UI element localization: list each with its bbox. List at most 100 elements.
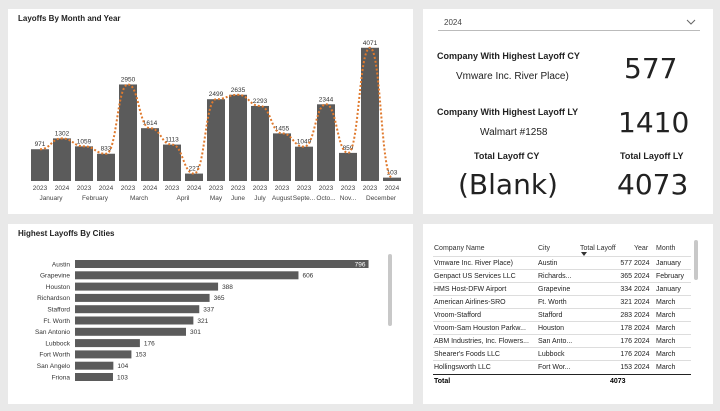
month-bar <box>141 128 159 181</box>
table-row[interactable]: ABM Industries, Inc. Flowers... San Anto.… <box>433 334 691 348</box>
table-cell: Lubbock <box>537 347 579 361</box>
total-ly-label: Total Layoff LY <box>620 151 684 161</box>
city-bar <box>75 260 369 268</box>
chevron-down-icon[interactable] <box>686 18 696 26</box>
col-company-name[interactable]: Company Name <box>434 244 485 252</box>
table-cell: Vroom-Sam Houston Parkw... <box>433 321 537 335</box>
month-tick-label: March <box>130 195 148 202</box>
col-total-layoff[interactable]: Total Layoff <box>579 240 633 257</box>
data-label: 1113 <box>165 137 179 144</box>
data-label: 153 <box>135 352 146 359</box>
month-bar <box>97 153 115 181</box>
city-bar <box>75 327 186 336</box>
table-cell: 365 <box>579 269 633 283</box>
city-tick-label: Lubbock <box>45 340 70 347</box>
table-cell: March <box>655 308 691 322</box>
table-cell: Hollingsworth LLC <box>433 360 537 373</box>
table-cell: 2024 <box>633 347 655 361</box>
data-label: 2344 <box>319 96 334 103</box>
year-tick-label: 2023 <box>231 185 246 192</box>
table-cell: 153 <box>579 360 633 373</box>
month-tick-label: Nov... <box>340 195 357 202</box>
data-label: 1614 <box>143 120 158 127</box>
table-row[interactable]: HMS Host-DFW Airport Grapevine 334 2024 Janu… <box>433 282 691 296</box>
data-label: 606 <box>302 273 313 280</box>
month-tick-label: July <box>254 195 266 202</box>
month-bar <box>339 152 357 181</box>
table-total-value: 4073 <box>610 378 626 385</box>
month-tick-label: January <box>39 195 63 202</box>
ly-company-label: Company With Highest Layoff LY <box>437 107 579 117</box>
year-tick-label: 2023 <box>77 185 92 192</box>
city-bar <box>75 282 219 291</box>
month-tick-label: Septe... <box>293 195 316 202</box>
table-row[interactable]: Vmware Inc. River Place) Austin 577 2024 Jan… <box>433 256 691 270</box>
data-label: 2499 <box>209 91 224 98</box>
ly-company-value: 1410 <box>618 106 690 139</box>
table-row[interactable]: Vroom-Stafford Stafford 283 2024 March <box>433 308 691 322</box>
month-tick-label: May <box>210 195 223 202</box>
city-tick-label: San Angelo <box>37 363 71 370</box>
table-row[interactable]: Shearer's Foods LLC Lubbock 176 2024 March <box>433 347 691 361</box>
data-label: 1059 <box>77 138 92 145</box>
table-cell: Fort Wor... <box>537 360 579 373</box>
table-row[interactable]: Genpact US Services LLC Richards... 365 202… <box>433 269 691 283</box>
table-cell: American Airlines-SRO <box>433 295 537 309</box>
city-bar <box>75 293 210 302</box>
cy-company-value: 577 <box>624 52 678 85</box>
year-tick-label: 2024 <box>385 185 400 192</box>
year-filter-value: 2024 <box>444 18 462 27</box>
table-cell: March <box>655 295 691 309</box>
year-tick-label: 2024 <box>99 185 114 192</box>
month-chart-panel: Layoffs By Month and Year 971 2023 1302 202… <box>8 9 413 214</box>
month-tick-label: June <box>231 195 245 202</box>
trend-line <box>39 46 393 179</box>
city-tick-label: Austin <box>52 261 70 268</box>
data-label: 2635 <box>231 87 246 94</box>
table-scrollbar[interactable] <box>694 240 698 280</box>
year-tick-label: 2023 <box>209 185 224 192</box>
city-bar <box>75 339 140 348</box>
year-tick-label: 2024 <box>143 185 158 192</box>
table-header-row: Company Name City Total Layoff Year Mont… <box>433 240 691 257</box>
city-tick-label: Houston <box>46 284 71 291</box>
col-city[interactable]: City <box>538 244 551 252</box>
month-bar <box>295 146 313 181</box>
table-cell: Stafford <box>537 308 579 322</box>
table-cell: February <box>655 269 691 283</box>
month-bar <box>53 138 71 181</box>
month-chart-title: Layoffs By Month and Year <box>18 14 121 23</box>
table-cell: Genpact US Services LLC <box>433 269 537 283</box>
month-bar <box>163 144 181 181</box>
table-cell: 2024 <box>633 308 655 322</box>
year-filter-dropdown[interactable]: 2024 <box>438 14 700 31</box>
month-bar <box>251 105 269 181</box>
month-tick-label: August <box>272 195 292 202</box>
month-bar <box>383 177 401 181</box>
data-label: 104 <box>117 363 128 370</box>
city-bar <box>75 316 194 325</box>
table-row[interactable]: Hollingsworth LLC Fort Wor... 153 2024 March <box>433 360 691 373</box>
table-row[interactable]: Vroom-Sam Houston Parkw... Houston 178 2024… <box>433 321 691 335</box>
city-scrollbar[interactable] <box>388 254 392 326</box>
table-cell: March <box>655 360 691 373</box>
year-tick-label: 2023 <box>165 185 180 192</box>
month-bar <box>119 84 137 181</box>
year-tick-label: 2023 <box>363 185 378 192</box>
city-bar-chart: Austin 796 Grapevine 606 Houston 388 Richardso… <box>35 260 369 381</box>
city-bar <box>75 271 299 280</box>
table-cell: 2024 <box>633 334 655 348</box>
table-cell: 2024 <box>633 295 655 309</box>
data-label: 103 <box>117 374 128 381</box>
col-year[interactable]: Year <box>634 244 649 252</box>
data-label: 4071 <box>363 40 378 47</box>
year-tick-label: 2023 <box>341 185 356 192</box>
table-row[interactable]: American Airlines-SRO Ft. Worth 321 2024 Mar… <box>433 295 691 309</box>
city-tick-label: San Antonio <box>35 329 70 336</box>
year-tick-label: 2023 <box>33 185 48 192</box>
city-tick-label: Grapevine <box>40 273 70 280</box>
table-cell: 2024 <box>633 321 655 335</box>
table-cell: Houston <box>537 321 579 335</box>
col-month[interactable]: Month <box>656 244 676 252</box>
cy-company-label: Company With Highest Layoff CY <box>437 51 580 61</box>
